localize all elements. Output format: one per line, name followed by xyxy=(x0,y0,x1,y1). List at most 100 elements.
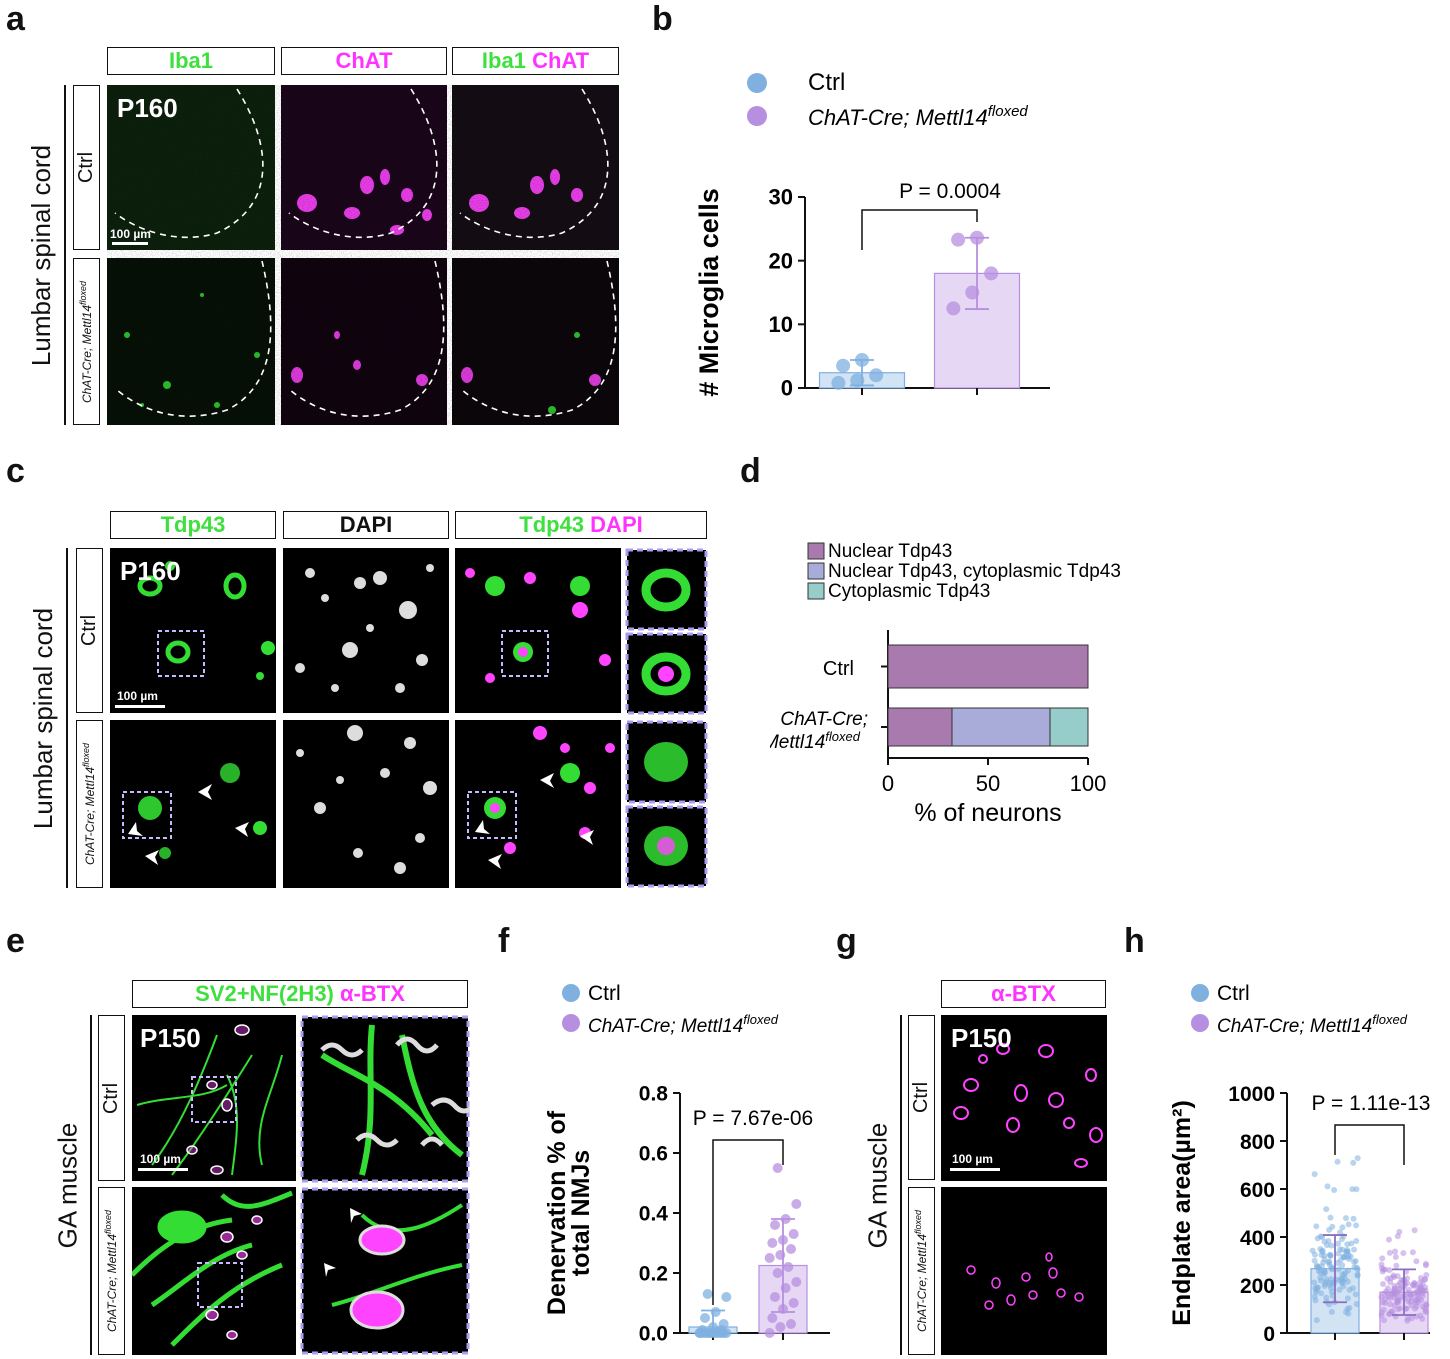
micrograph-c-ko-dapi xyxy=(283,720,449,888)
panel-a-micrographs xyxy=(107,85,619,425)
stacked-bar-segment xyxy=(887,644,1089,689)
data-point xyxy=(786,1244,796,1254)
data-point xyxy=(1321,1283,1328,1290)
data-point xyxy=(965,285,980,300)
data-point xyxy=(1423,1309,1430,1316)
data-point xyxy=(946,301,961,316)
data-point xyxy=(1380,1306,1387,1313)
legend-swatch-both xyxy=(807,562,825,580)
data-point xyxy=(1385,1293,1392,1300)
data-point xyxy=(1339,1246,1346,1253)
data-point xyxy=(764,1328,775,1338)
row-ko-sup-e: floxed xyxy=(103,1209,114,1234)
legend-marker-ctrl-f xyxy=(562,984,580,1002)
data-point xyxy=(788,1229,799,1239)
legend-ko-h: ChAT-Cre; Mettl14floxed xyxy=(1217,1012,1408,1037)
region-title-g-text: GA muscle xyxy=(862,1122,893,1248)
data-point xyxy=(1312,1289,1319,1296)
data-point xyxy=(710,1307,721,1317)
micrograph-g-ko xyxy=(941,1187,1107,1355)
y-tick-label: 0 xyxy=(781,376,793,400)
channel-chat-text: ChAT xyxy=(335,48,393,73)
panel-c-micrographs xyxy=(110,548,708,888)
data-point xyxy=(1412,1305,1419,1312)
dapi-nuclei-ko xyxy=(296,725,437,874)
data-point xyxy=(984,266,999,281)
nmj-ko xyxy=(205,1215,263,1340)
y-tick-label: 600 xyxy=(1240,1179,1275,1202)
pvalue-h: P = 1.11e-13 xyxy=(1312,1092,1431,1115)
legend-swatch-nuclear xyxy=(807,542,825,560)
data-point xyxy=(1394,1273,1401,1280)
data-point xyxy=(775,1250,786,1260)
endplates-ctrl xyxy=(953,1043,1103,1168)
data-point xyxy=(1344,1278,1351,1285)
scalebar-e xyxy=(138,1168,188,1171)
panel-label-a: a xyxy=(6,0,25,38)
category-ko-d-main: Mettl14 xyxy=(770,732,825,753)
channel-header-chat: ChAT xyxy=(281,47,447,75)
data-point xyxy=(831,375,846,390)
data-point xyxy=(1337,1229,1344,1236)
legend-ko-b-sup: floxed xyxy=(988,103,1029,120)
data-point xyxy=(1340,1283,1347,1290)
channel-merge-dapi: DAPI xyxy=(590,512,643,537)
roi-box-ko-e xyxy=(197,1262,243,1308)
y-tick-label: 800 xyxy=(1240,1131,1275,1154)
data-point xyxy=(1419,1292,1426,1299)
panel-g-micrographs xyxy=(941,1015,1107,1355)
data-point xyxy=(1352,1291,1359,1298)
data-point xyxy=(1422,1260,1429,1267)
data-point xyxy=(1386,1249,1393,1256)
data-point xyxy=(767,1238,778,1248)
data-point xyxy=(1384,1275,1391,1282)
region-title-e: GA muscle xyxy=(48,1015,88,1355)
roi-box-ko-c xyxy=(122,791,172,839)
data-point xyxy=(775,1322,786,1332)
data-point xyxy=(1346,1286,1353,1293)
data-point xyxy=(1386,1301,1393,1308)
data-point xyxy=(1397,1279,1404,1286)
data-point xyxy=(1351,1264,1358,1271)
data-point xyxy=(855,352,869,367)
data-point xyxy=(702,1289,713,1299)
y-tick-label: 200 xyxy=(1240,1275,1275,1298)
data-point xyxy=(1354,1155,1361,1162)
region-title-a-text: Lumbar spinal cord xyxy=(26,144,57,366)
data-point xyxy=(1311,1251,1318,1258)
row-ko-text-a: ChAT-Cre; Mettl14 xyxy=(80,304,95,403)
significance-bracket xyxy=(712,1139,784,1305)
zoom-insets-c xyxy=(625,548,708,888)
arrowheads-e xyxy=(324,1208,362,1277)
row-ko-sup-c: floxed xyxy=(81,742,92,767)
data-point xyxy=(1321,1268,1328,1275)
data-point xyxy=(1327,1214,1334,1221)
data-point xyxy=(850,373,865,388)
data-point xyxy=(1411,1227,1418,1234)
timepoint-label-c: P160 xyxy=(120,556,181,586)
data-point xyxy=(1380,1281,1387,1288)
data-point xyxy=(1353,1237,1360,1244)
x-axis-title: % of neurons xyxy=(914,799,1061,827)
dapi-nuclei-ctrl xyxy=(295,564,434,693)
data-point xyxy=(1409,1249,1416,1256)
stacked-bar-segment xyxy=(1049,707,1089,747)
data-point xyxy=(1323,1206,1330,1213)
significance-bracket xyxy=(861,209,978,250)
micrograph-g-ctrl xyxy=(941,1015,1107,1181)
data-point xyxy=(1318,1277,1325,1284)
panel-label-h: h xyxy=(1124,922,1145,960)
data-point xyxy=(718,1319,729,1329)
channel-header-merge: Iba1 ChAT xyxy=(452,47,619,75)
data-point xyxy=(1417,1312,1424,1319)
channel-merge-tdp43: Tdp43 xyxy=(519,512,585,537)
data-point xyxy=(1311,1279,1318,1286)
data-point xyxy=(1392,1248,1399,1255)
row-ctrl-text-e: Ctrl xyxy=(100,1082,123,1114)
data-point xyxy=(1318,1290,1325,1297)
data-point xyxy=(1336,1277,1343,1284)
data-point xyxy=(1331,1187,1338,1194)
data-point xyxy=(1378,1294,1385,1301)
data-point xyxy=(1412,1297,1419,1304)
y-axis-title: Denervation % of xyxy=(543,1110,571,1315)
